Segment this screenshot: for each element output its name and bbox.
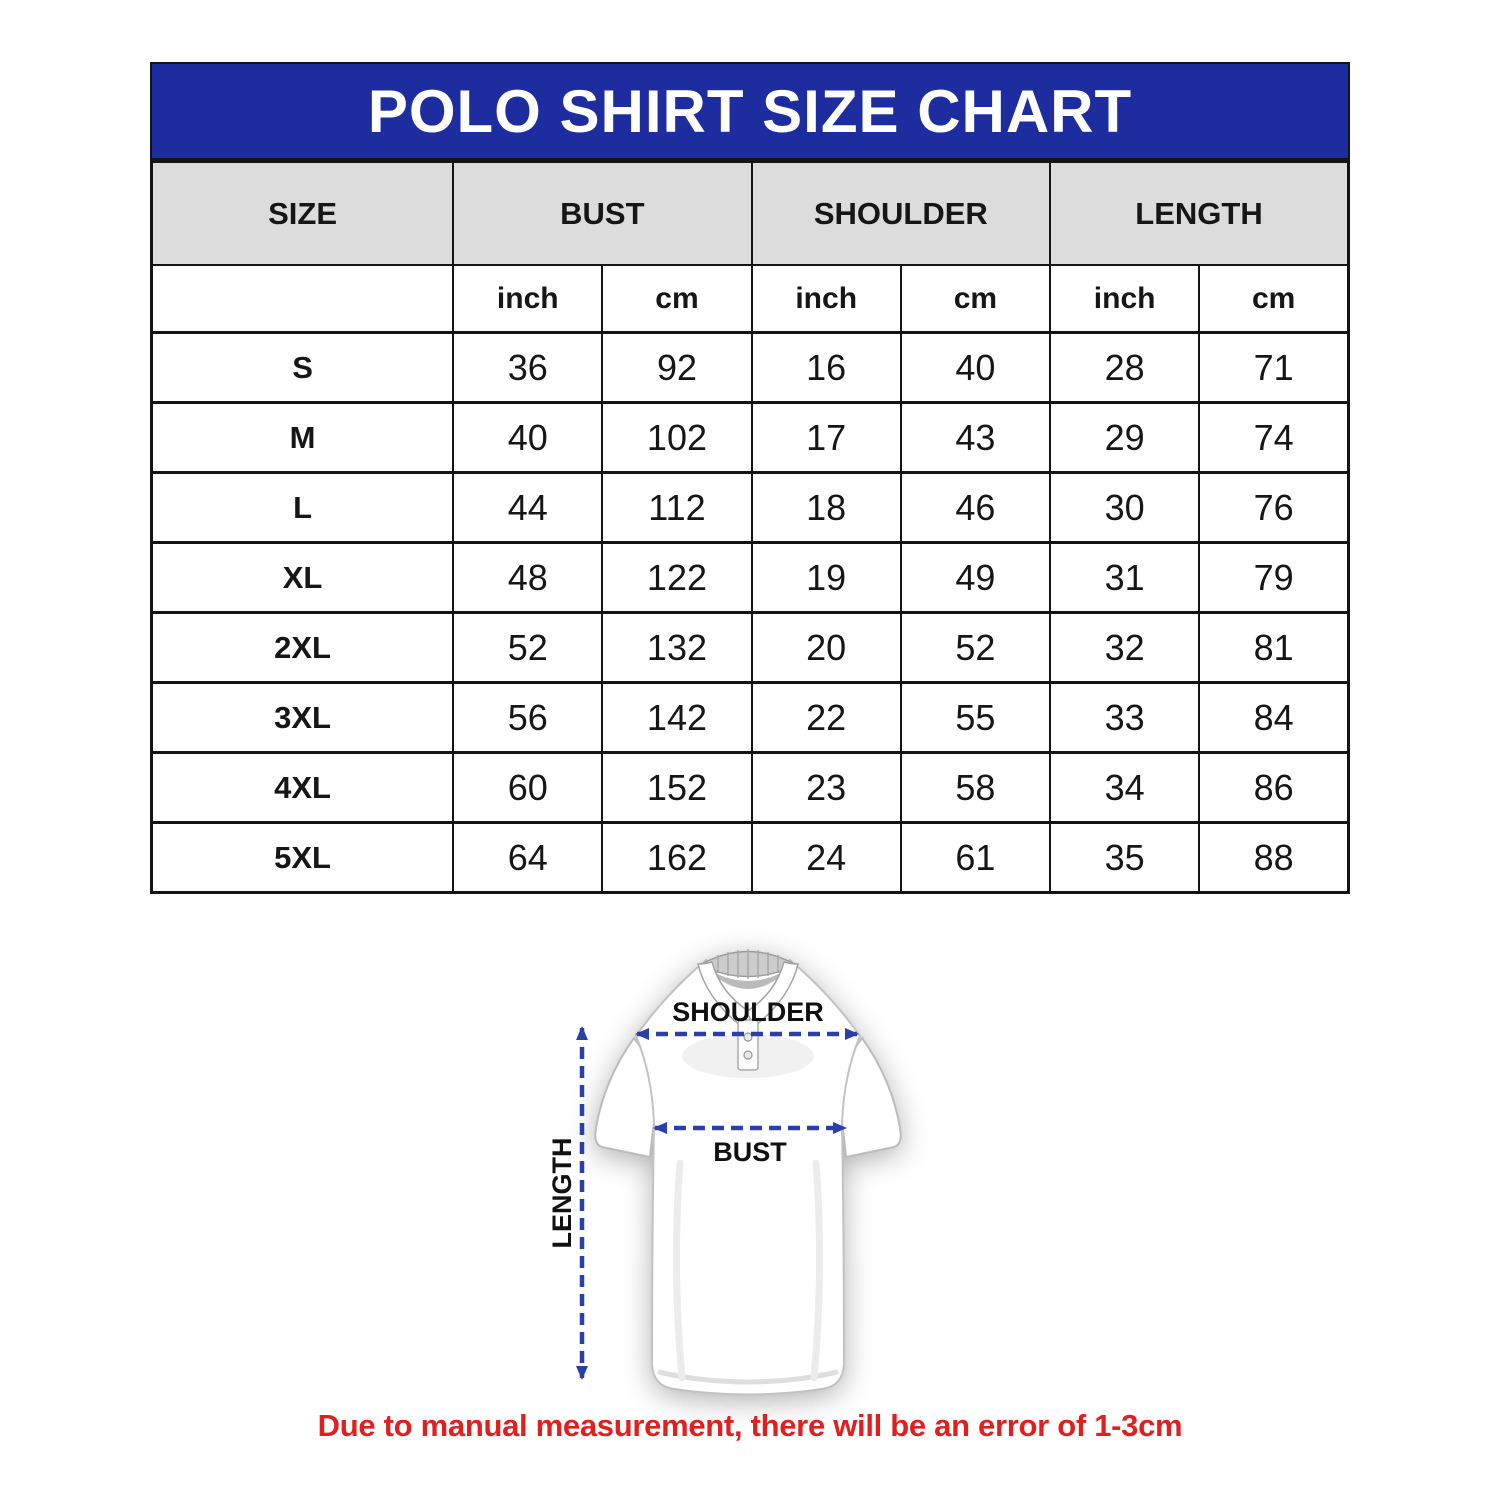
value-cell: 32 <box>1049 611 1201 684</box>
value-cell: 162 <box>601 821 753 894</box>
value-cell: 24 <box>750 821 902 894</box>
value-cell: 58 <box>899 751 1052 824</box>
collar-flap-right <box>744 961 799 1028</box>
value-cell: 22 <box>750 681 902 754</box>
col-header-length: LENGTH <box>1049 160 1350 266</box>
value-cell: 40 <box>899 331 1052 404</box>
bust-label: BUST <box>713 1137 787 1167</box>
unit-cell: cm <box>1198 264 1350 334</box>
value-cell: 122 <box>601 541 753 614</box>
value-cell: 112 <box>601 471 753 544</box>
polo-shirt-illustration <box>594 949 902 1396</box>
value-cell: 46 <box>899 471 1052 544</box>
value-cell: 81 <box>1198 611 1350 684</box>
table-row: L 44 112 18 46 30 76 <box>150 471 1350 544</box>
chart-title-banner: POLO SHIRT SIZE CHART <box>150 62 1350 160</box>
value-cell: 30 <box>1049 471 1201 544</box>
shirt-body <box>634 958 862 1396</box>
value-cell: 92 <box>601 331 753 404</box>
fold-right <box>810 1159 824 1382</box>
value-cell: 33 <box>1049 681 1201 754</box>
size-table: SIZE BUST SHOULDER LENGTH inch cm inch c… <box>150 160 1350 894</box>
unit-cell: inch <box>452 264 604 334</box>
value-cell: 52 <box>452 611 604 684</box>
value-cell: 86 <box>1198 751 1350 824</box>
value-cell: 56 <box>452 681 604 754</box>
value-cell: 35 <box>1049 821 1201 894</box>
table-row: S 36 92 16 40 28 71 <box>150 331 1350 404</box>
value-cell: 20 <box>750 611 902 684</box>
value-cell: 74 <box>1198 401 1350 474</box>
value-cell: 19 <box>750 541 902 614</box>
page-title: POLO SHIRT SIZE CHART <box>367 77 1133 145</box>
collar-flap-left <box>697 961 752 1028</box>
value-cell: 71 <box>1198 331 1350 404</box>
value-cell: 28 <box>1049 331 1201 404</box>
value-cell: 152 <box>601 751 753 824</box>
neck-shadow <box>706 968 790 989</box>
value-cell: 55 <box>899 681 1052 754</box>
value-cell: 52 <box>899 611 1052 684</box>
value-cell: 61 <box>899 821 1052 894</box>
value-cell: 18 <box>750 471 902 544</box>
size-cell: L <box>150 471 455 544</box>
units-row: inch cm inch cm inch cm <box>150 264 1350 334</box>
size-cell: 3XL <box>150 681 455 754</box>
value-cell: 16 <box>750 331 902 404</box>
size-cell: S <box>150 331 455 404</box>
value-cell: 48 <box>452 541 604 614</box>
value-cell: 76 <box>1198 471 1350 544</box>
unit-cell: cm <box>601 264 753 334</box>
col-header-size: SIZE <box>150 160 455 266</box>
size-cell: XL <box>150 541 455 614</box>
value-cell: 43 <box>899 401 1052 474</box>
table-row: 3XL 56 142 22 55 33 84 <box>150 681 1350 754</box>
size-cell: 5XL <box>150 821 455 894</box>
value-cell: 29 <box>1049 401 1201 474</box>
value-cell: 64 <box>452 821 604 894</box>
value-cell: 142 <box>601 681 753 754</box>
button <box>743 1050 753 1060</box>
unit-cell: cm <box>899 264 1052 334</box>
table-row: 5XL 64 162 24 61 35 88 <box>150 821 1350 894</box>
value-cell: 44 <box>452 471 604 544</box>
value-cell: 34 <box>1049 751 1201 824</box>
value-cell: 17 <box>750 401 902 474</box>
value-cell: 23 <box>750 751 902 824</box>
size-cell: 4XL <box>150 751 455 824</box>
value-cell: 88 <box>1198 821 1350 894</box>
value-cell: 60 <box>452 751 604 824</box>
fold-left <box>672 1159 686 1382</box>
value-cell: 84 <box>1198 681 1350 754</box>
value-cell: 49 <box>899 541 1052 614</box>
table-row: 4XL 60 152 23 58 34 86 <box>150 751 1350 824</box>
unit-cell: inch <box>1049 264 1201 334</box>
size-cell: M <box>150 401 455 474</box>
collar-ribbing <box>717 949 779 979</box>
units-empty-cell <box>150 264 455 334</box>
shoulder-label: SHOULDER <box>672 997 824 1027</box>
table-row: M 40 102 17 43 29 74 <box>150 401 1350 474</box>
col-header-bust: BUST <box>452 160 753 266</box>
table-row: 2XL 52 132 20 52 32 81 <box>150 611 1350 684</box>
value-cell: 102 <box>601 401 753 474</box>
measurement-arrows <box>576 1026 859 1380</box>
value-cell: 79 <box>1198 541 1350 614</box>
col-header-shoulder: SHOULDER <box>750 160 1052 266</box>
table-header-row: SIZE BUST SHOULDER LENGTH <box>150 160 1350 266</box>
value-cell: 40 <box>452 401 604 474</box>
size-cell: 2XL <box>150 611 455 684</box>
value-cell: 132 <box>601 611 753 684</box>
length-label: LENGTH <box>547 1137 577 1249</box>
unit-cell: inch <box>750 264 902 334</box>
value-cell: 36 <box>452 331 604 404</box>
disclaimer-text: Due to manual measurement, there will be… <box>317 1408 1183 1443</box>
table-row: XL 48 122 19 49 31 79 <box>150 541 1350 614</box>
value-cell: 31 <box>1049 541 1201 614</box>
